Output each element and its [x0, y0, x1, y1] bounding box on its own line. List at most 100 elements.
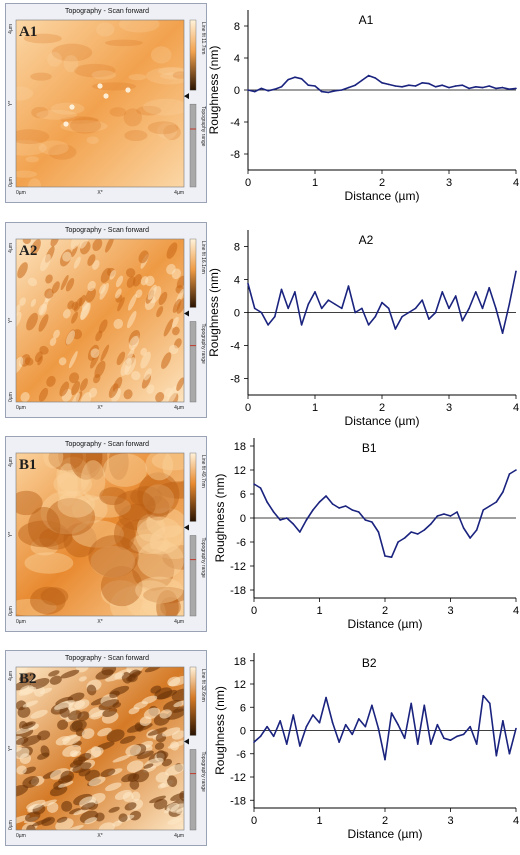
y-tick-label: -8: [230, 149, 240, 161]
afm-y-mid-label: Y*: [8, 746, 14, 751]
chart-title: B2: [362, 656, 377, 670]
profile-data-point: [300, 78, 303, 80]
afm-topography-range-bar: [189, 749, 197, 831]
profile-data-point: [381, 82, 383, 84]
profile-data-point: [508, 303, 511, 306]
afm-x-left-label: 0µm: [16, 405, 26, 411]
x-axis-label: Distance (µm): [345, 414, 420, 428]
profile-data-point: [387, 83, 390, 86]
profile-data-point: [325, 495, 327, 497]
profile-data-point: [358, 511, 360, 513]
profile-data-point: [266, 501, 268, 503]
x-tick-label: 3: [447, 605, 453, 617]
x-axis-label: Distance (µm): [348, 827, 423, 841]
afm-x-left-label: 0µm: [16, 190, 26, 196]
profile-data-point: [384, 758, 386, 761]
x-axis-label: Distance (µm): [345, 189, 420, 203]
afm-y-bottom-label: 0µm: [8, 177, 14, 187]
profile-data-point: [259, 735, 262, 738]
profile-data-point: [462, 527, 465, 529]
afm-panel-title: Topography - Scan forward: [65, 441, 149, 448]
profile-data-point: [401, 315, 403, 318]
afm-y-bottom-label: 0µm: [8, 392, 14, 402]
afm-scale-pointer-icon: [184, 93, 189, 100]
profile-data-point: [377, 727, 380, 730]
afm-range-label: Topography range: [200, 106, 206, 147]
profile-data-point: [428, 82, 430, 85]
afm-y-bottom-label: 0µm: [8, 820, 14, 830]
profile-data-point: [307, 84, 310, 86]
y-tick-label: -12: [230, 772, 246, 784]
afm-x-mid-label: X*: [97, 619, 102, 625]
profile-data-point: [279, 720, 282, 722]
profile-data-point: [508, 473, 511, 475]
x-tick-label: 2: [382, 815, 388, 827]
profile-data-point: [312, 714, 314, 716]
afm-y-bottom-label: 0µm: [8, 606, 14, 616]
y-tick-label: -6: [236, 749, 246, 761]
profile-data-point: [481, 86, 484, 89]
afm-panel-label: B1: [19, 457, 37, 473]
profile-data-point: [341, 307, 343, 310]
y-tick-label: 18: [234, 656, 246, 668]
profile-data-point: [305, 725, 308, 728]
profile-data-point: [481, 307, 484, 310]
afm-topography-image: [16, 20, 184, 187]
afm-y-mid-label: Y*: [8, 101, 14, 106]
y-tick-label: -18: [230, 795, 246, 807]
profile-data-point: [299, 531, 301, 533]
afm-x-right-label: 4µm: [174, 833, 184, 839]
profile-data-point: [462, 733, 465, 736]
profile-data-point: [338, 741, 340, 743]
profile-data-point: [397, 541, 399, 543]
afm-surface-texture: [16, 667, 184, 830]
profile-data-point: [334, 90, 336, 92]
profile-data-point: [347, 86, 350, 89]
profile-data-point: [461, 319, 464, 322]
profile-data-point: [502, 720, 504, 722]
afm-x-left-label: 0µm: [16, 619, 26, 625]
x-tick-label: 4: [513, 605, 519, 617]
y-tick-label: 4: [234, 275, 240, 287]
afm-topography-range-bar: [189, 535, 197, 617]
x-tick-label: 0: [245, 402, 251, 414]
y-tick-label: 0: [234, 85, 240, 97]
profile-data-point: [280, 86, 283, 88]
afm-scale-label: Line fit 49.7nm: [200, 455, 206, 488]
profile-data-point: [354, 84, 357, 86]
profile-data-point: [267, 90, 269, 92]
profile-data-point: [410, 702, 413, 705]
profile-data-point: [377, 531, 380, 533]
x-tick-label: 1: [316, 815, 322, 827]
afm-range-label: Topography range: [200, 323, 206, 364]
profile-data-point: [294, 76, 296, 78]
profile-data-point: [327, 91, 330, 94]
afm-surface-texture: [16, 453, 184, 616]
y-tick-label: -8: [230, 374, 240, 386]
profile-data-point: [441, 84, 444, 86]
chart-title: B1: [362, 441, 377, 455]
afm-panel-b2: Topography - Scan forward B2 4µm Y* 0µm 0µm X*…: [5, 650, 207, 846]
profile-data-point: [501, 86, 504, 89]
profile-data-point: [364, 725, 367, 728]
afm-topography-range-bar: [189, 321, 197, 403]
profile-data-point: [292, 714, 295, 716]
y-tick-label: -18: [230, 585, 246, 597]
profile-data-point: [253, 90, 256, 93]
profile-data-point: [408, 311, 410, 314]
afm-x-right-label: 4µm: [174, 405, 184, 411]
profile-data-point: [475, 291, 477, 293]
profile-data-point: [305, 519, 308, 521]
roughness-profile-line: [253, 694, 517, 761]
profile-data-point: [344, 723, 347, 726]
chart-title: A2: [359, 233, 374, 247]
profile-data-point: [495, 501, 498, 503]
y-tick-label: 12: [234, 465, 246, 477]
profile-data-point: [374, 77, 377, 79]
afm-surface-texture: [16, 20, 184, 187]
afm-color-scale-bar: [189, 666, 197, 736]
chart-a2: -8 -4 0 4 8 0 1 2 3 4 Distance (µm) Roughness (nm) A…: [207, 230, 519, 428]
x-tick-label: 3: [446, 177, 452, 189]
